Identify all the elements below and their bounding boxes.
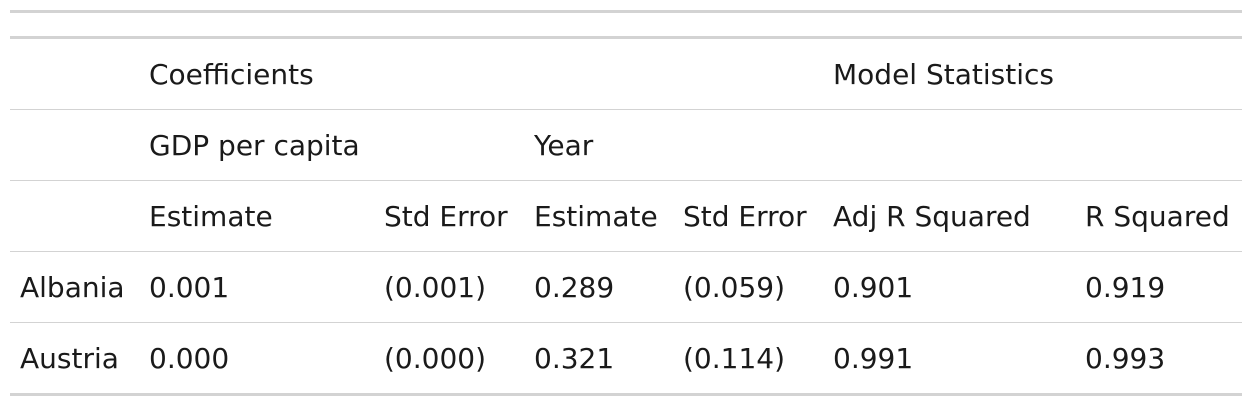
spanner-gdp-per-capita: GDP per capita (139, 109, 524, 181)
table-cell: 0.001 (139, 251, 374, 323)
header-row-columns: Estimate Std Error Estimate Std Error Ad… (10, 180, 1243, 252)
header-row-spanners-mid: GDP per capita Year (10, 109, 1243, 181)
stub-header-empty (10, 109, 139, 181)
header-row-spanners-top: Coefficients Model Statistics (10, 38, 1242, 110)
spanner-empty (823, 109, 1243, 181)
stub-header-empty (10, 180, 139, 252)
table-cell: 0.993 (1075, 322, 1243, 395)
row-label-country: Austria (10, 322, 139, 395)
spanner-year: Year (524, 109, 824, 181)
regression-table-container: Coefficients Model Statistics GDP per ca… (10, 36, 1243, 396)
table-cell: 0.919 (1075, 251, 1243, 323)
table-cell: 0.289 (524, 251, 673, 323)
column-header: Estimate (139, 180, 374, 252)
column-header: Std Error (374, 180, 524, 252)
column-header: R Squared (1075, 180, 1243, 252)
table-cell: 0.901 (823, 251, 1076, 323)
table-cell: (0.114) (673, 322, 824, 395)
table-cell: 0.000 (139, 322, 374, 395)
column-header: Adj R Squared (823, 180, 1076, 252)
table-cell: (0.059) (673, 251, 824, 323)
spanner-model-statistics: Model Statistics (833, 57, 1054, 91)
stub-header-empty (10, 38, 139, 110)
row-label-country: Albania (10, 251, 139, 323)
top-rule (10, 10, 1242, 13)
table-cell: (0.001) (374, 251, 524, 323)
table-cell: 0.991 (823, 322, 1076, 395)
regression-table: Coefficients Model Statistics GDP per ca… (10, 36, 1243, 396)
column-header: Estimate (524, 180, 673, 252)
column-header: Std Error (673, 180, 824, 252)
table-cell: (0.000) (374, 322, 524, 395)
spanner-coefficients: Coefficients (149, 57, 314, 91)
table-row: Austria 0.000 (0.000) 0.321 (0.114) 0.99… (10, 322, 1243, 395)
table-row: Albania 0.001 (0.001) 0.289 (0.059) 0.90… (10, 251, 1243, 323)
table-cell: 0.321 (524, 322, 673, 395)
